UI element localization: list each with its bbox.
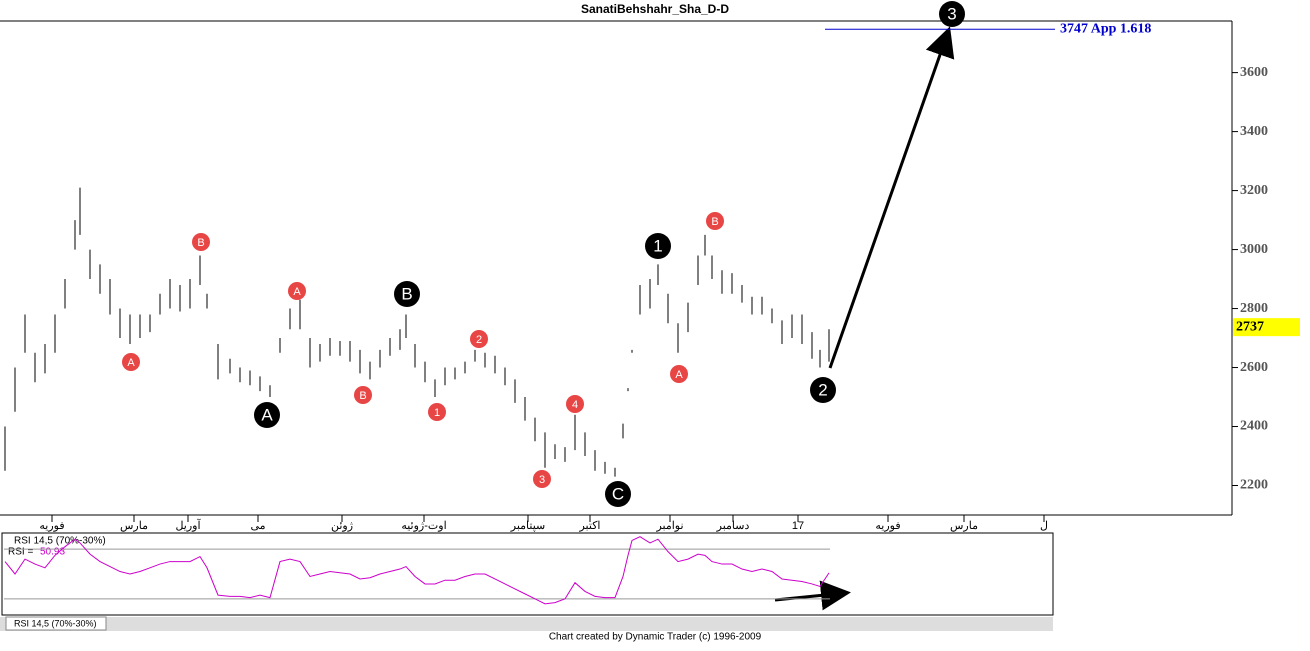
wave-label: 3 xyxy=(539,474,545,486)
wave-marker xyxy=(645,233,671,259)
wave-marker xyxy=(428,403,446,421)
rsi-line xyxy=(4,536,830,605)
x-tick-label: فوریه xyxy=(875,520,900,532)
wave-marker xyxy=(533,470,551,488)
x-tick-label: فوریه xyxy=(39,520,64,532)
x-tick-label: اوت-ژوئیه xyxy=(401,520,446,532)
wave-marker xyxy=(670,365,688,383)
wave-label: 2 xyxy=(818,380,827,399)
y-tick-label: 3400 xyxy=(1240,124,1268,139)
x-tick-label: مارس xyxy=(950,520,978,532)
tab-bar xyxy=(0,617,1053,631)
wave-label: B xyxy=(711,216,718,228)
y-tick-label: 2400 xyxy=(1240,419,1268,434)
wave-marker xyxy=(939,1,965,27)
y-tick-label: 3000 xyxy=(1240,242,1268,257)
x-tick-label: مارس xyxy=(120,520,148,532)
wave-marker xyxy=(288,282,306,300)
rsi-title: RSI 14,5 (70%-30%) xyxy=(14,536,106,547)
wave-marker xyxy=(192,233,210,251)
wave-label: B xyxy=(359,390,366,402)
wave-label: A xyxy=(293,286,301,298)
y-tick-label: 3600 xyxy=(1240,65,1268,80)
y-tick-label: 2200 xyxy=(1240,478,1268,493)
wave-label: A xyxy=(261,405,273,424)
tab[interactable] xyxy=(5,616,107,631)
x-tick-label: سپتامبر xyxy=(510,520,546,532)
wave-label: 2 xyxy=(476,334,482,346)
wave-marker xyxy=(605,481,631,507)
wave-marker xyxy=(706,212,724,230)
wave-label: 1 xyxy=(653,236,662,255)
wave-label: B xyxy=(197,237,204,249)
wave-label: 3 xyxy=(947,4,956,23)
footer: Chart created by Dynamic Trader (c) 1996… xyxy=(549,632,762,643)
wave-marker xyxy=(566,395,584,413)
x-tick-label: دسامبر xyxy=(716,520,750,532)
x-tick-label: ل xyxy=(1040,520,1048,532)
wave-label: A xyxy=(675,369,683,381)
target-label: 3747 App 1.618 xyxy=(1060,21,1151,36)
chart-title: SanatiBehshahr_Sha_D-D xyxy=(581,2,729,16)
wave-label: A xyxy=(127,357,135,369)
wave-marker xyxy=(810,377,836,403)
last-price-box xyxy=(1233,318,1300,337)
x-tick-label: 17 xyxy=(792,520,804,532)
rsi-value: 50.93 xyxy=(40,547,65,558)
wave-label: 1 xyxy=(434,407,440,419)
y-tick-label: 3200 xyxy=(1240,183,1268,198)
wave-marker xyxy=(470,330,488,348)
y-tick-label: 2800 xyxy=(1240,301,1268,316)
x-tick-label: اکتبر xyxy=(578,520,600,532)
arrow xyxy=(828,26,955,369)
x-tick-label: ژوئن xyxy=(331,520,353,532)
wave-label: C xyxy=(612,484,624,503)
rsi-label: RSI = xyxy=(8,547,33,558)
wave-label: 4 xyxy=(572,399,578,411)
last-price-label: 2737 xyxy=(1236,319,1264,334)
x-tick-label: نوامبر xyxy=(655,520,683,532)
wave-label: B xyxy=(401,284,412,303)
tab-label[interactable]: RSI 14,5 (70%-30%) xyxy=(14,618,97,628)
wave-marker xyxy=(122,353,140,371)
rsi-panel xyxy=(1,532,1054,616)
wave-marker xyxy=(354,386,372,404)
x-tick-label: می xyxy=(250,520,265,532)
x-tick-label: آوریل xyxy=(175,519,201,532)
wave-marker xyxy=(254,402,280,428)
y-tick-label: 2600 xyxy=(1240,360,1268,375)
wave-marker xyxy=(394,281,420,307)
